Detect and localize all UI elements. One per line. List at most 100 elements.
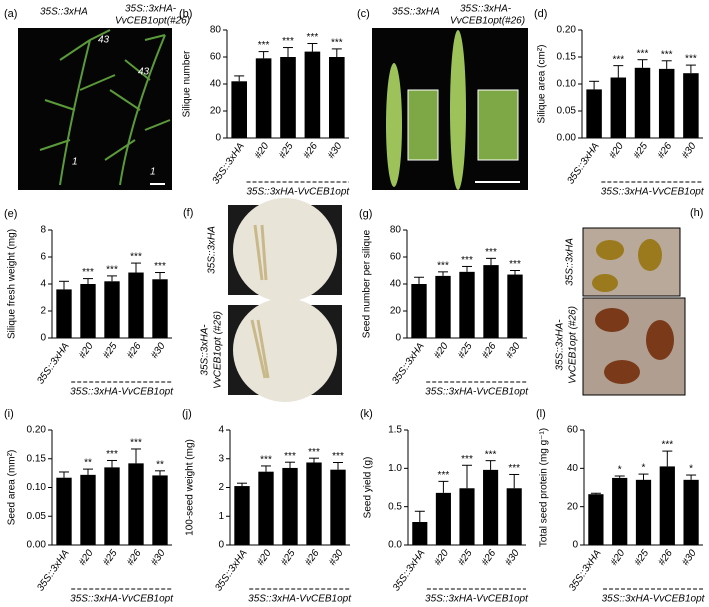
photo-text: 35S::3xHA- xyxy=(460,4,512,15)
bar xyxy=(255,58,272,138)
bar xyxy=(128,272,144,338)
photo-text: 35S::3xHA- xyxy=(200,324,211,376)
y-axis-label: Seed number per silique xyxy=(362,229,373,338)
y-tick-label: 80 xyxy=(210,25,222,36)
bar xyxy=(588,494,604,545)
x-tick-label: #30 xyxy=(503,548,522,568)
y-axis-label: Silique number xyxy=(182,50,193,117)
bar xyxy=(683,73,699,138)
y-axis-label: Seed area (mm²) xyxy=(7,450,18,526)
y-tick-label: 4 xyxy=(40,279,46,290)
y-axis-label: Total seed protein (mg g⁻¹) xyxy=(539,428,550,547)
y-tick-label: 0 xyxy=(218,540,224,551)
bar xyxy=(328,57,345,138)
panel-label: (e) xyxy=(4,208,17,220)
significance: *** xyxy=(307,32,319,43)
bar xyxy=(104,467,120,545)
y-tick-label: 0 xyxy=(395,333,401,344)
dish xyxy=(233,298,337,402)
y-tick-label: 60 xyxy=(390,252,402,263)
significance: *** xyxy=(260,455,272,466)
significance: *** xyxy=(637,48,649,59)
significance: *** xyxy=(284,451,296,462)
panel-label: (h) xyxy=(690,207,703,219)
bar xyxy=(586,89,602,138)
y-tick-label: 0.05 xyxy=(27,511,47,522)
x-tick-label: #30 xyxy=(149,548,168,568)
bar xyxy=(411,284,427,338)
y-tick-label: 0.15 xyxy=(557,52,577,63)
group-label: 35S::3xHA-VvCEB1opt xyxy=(425,594,529,605)
bar xyxy=(56,289,72,338)
x-tick-label: #26 xyxy=(125,548,144,568)
significance: *** xyxy=(485,247,497,258)
panel-label: (b) xyxy=(179,8,192,20)
significance: *** xyxy=(258,40,270,51)
x-tick-label: #20 xyxy=(77,548,96,568)
x-tick-label: #25 xyxy=(101,341,120,361)
significance: *** xyxy=(508,463,520,474)
photo-a: (a) 35S::3xHA 35S::3xHA- VvCEB1opt(#26) … xyxy=(4,4,190,190)
bar-chart: (l) Total seed protein (mg g⁻¹) 0 20 40 60 35S… xyxy=(536,408,706,605)
bar-chart: (i) Seed area (mm²) 0.00 0.05 0.10 0.15 0.20 35… xyxy=(4,408,174,605)
bar xyxy=(635,479,652,545)
group-label: 35S::3xHA-VvCEB1opt xyxy=(602,594,706,605)
bar xyxy=(231,81,248,138)
bar xyxy=(234,486,250,545)
bar xyxy=(683,479,699,545)
bar xyxy=(507,274,523,338)
y-tick-label: 40 xyxy=(390,279,402,290)
x-tick-label: 35S::3xHA xyxy=(390,341,427,387)
significance: * xyxy=(618,465,622,476)
x-tick-label: #30 xyxy=(680,141,699,161)
y-tick-label: 0.10 xyxy=(27,482,47,493)
photo-text: VvCEB1opt (#26) xyxy=(213,311,224,389)
x-tick-label: 35S::3xHA xyxy=(35,548,72,594)
y-tick-label: 0.5 xyxy=(388,501,402,512)
x-tick-label: #20 xyxy=(77,341,96,361)
bar xyxy=(56,477,72,545)
bar xyxy=(128,463,144,545)
y-tick-label: 2 xyxy=(40,306,46,317)
y-tick-label: 0.15 xyxy=(27,453,47,464)
y-tick-label: 1.5 xyxy=(388,425,402,436)
panel-label: (i) xyxy=(4,408,14,420)
photo-text: VvCEB1opt (#26) xyxy=(568,306,579,384)
bar xyxy=(152,475,168,545)
group-label: 35S::3xHA-VvCEB1opt xyxy=(248,594,352,605)
significance: *** xyxy=(331,38,343,49)
photo-text: 35S::3xHA xyxy=(207,226,218,274)
bar xyxy=(282,467,298,545)
significance: *** xyxy=(461,454,473,465)
bar xyxy=(610,77,627,138)
y-tick-label: 80 xyxy=(390,225,402,236)
x-tick-label: #25 xyxy=(456,548,475,568)
panel-label: (c) xyxy=(357,8,370,20)
significance: *** xyxy=(612,54,624,65)
y-tick-label: 20 xyxy=(567,501,579,512)
y-axis-label: Seed yield (g) xyxy=(363,457,374,519)
significance: *** xyxy=(437,260,449,271)
y-tick-label: 0.10 xyxy=(557,79,577,90)
bar-chart: (e)Silique fresh weight (mg) 0 2 4 6 835S::3x… xyxy=(4,208,174,398)
seed xyxy=(638,239,662,271)
x-tick-label: #20 xyxy=(609,548,628,568)
group-label: 35S::3xHA-VvCEB1opt xyxy=(425,387,529,398)
x-tick-label: #20 xyxy=(255,548,274,568)
significance: *** xyxy=(685,54,697,65)
bar xyxy=(634,67,651,138)
x-tick-label: #26 xyxy=(480,341,499,361)
bar xyxy=(483,469,499,545)
y-tick-label: 40 xyxy=(567,463,579,474)
significance: ** xyxy=(156,459,164,470)
bar-chart: (d) Silique area (cm²) 0.00 0.05 0.10 0.15 0.2… xyxy=(534,8,705,198)
y-tick-label: 60 xyxy=(210,52,222,63)
significance: * xyxy=(689,464,693,475)
bar xyxy=(306,462,322,545)
photo-h: (h) 35S::3xHA 35S::3xHA- VvCEB1opt (#26) xyxy=(555,207,703,396)
significance: *** xyxy=(154,261,166,272)
y-tick-label: 0.00 xyxy=(27,540,47,551)
bar xyxy=(104,281,120,338)
y-tick-label: 1 xyxy=(218,511,224,522)
